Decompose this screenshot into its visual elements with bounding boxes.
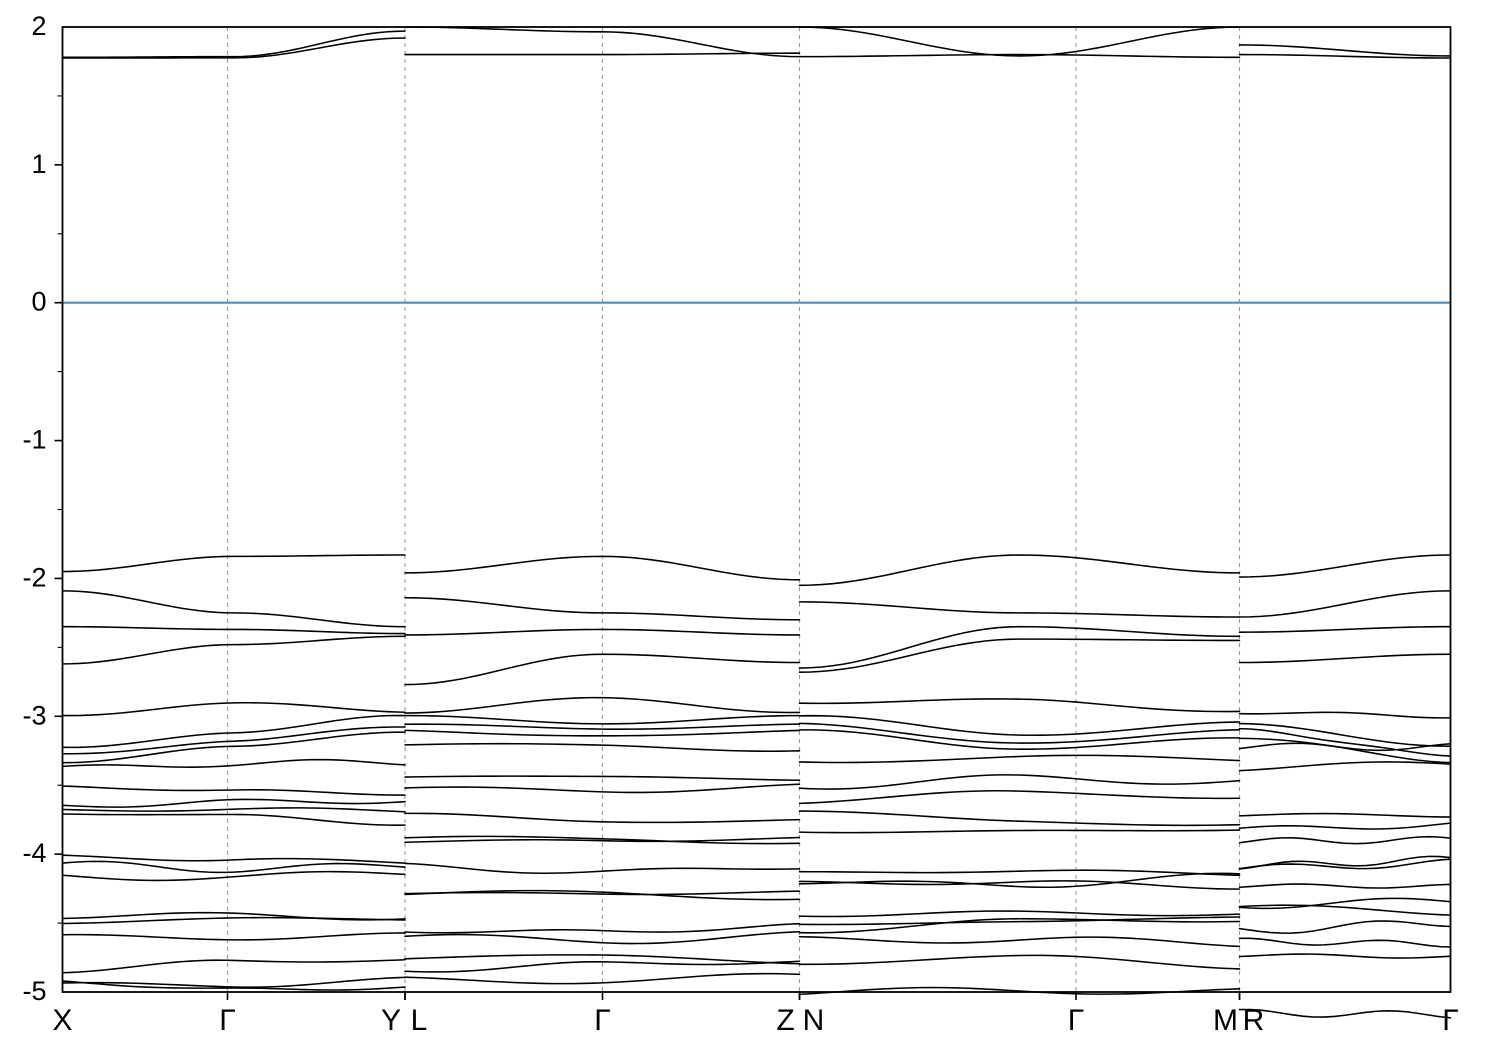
svg-text:Γ: Γ <box>1442 1004 1459 1037</box>
svg-text:Γ: Γ <box>1068 1004 1085 1037</box>
svg-text:Z: Z <box>776 1004 794 1037</box>
svg-text:-3: -3 <box>22 700 46 730</box>
svg-text:X: X <box>52 1004 72 1037</box>
svg-text:Γ: Γ <box>594 1004 611 1037</box>
svg-text:L: L <box>411 1004 428 1037</box>
svg-text:N: N <box>803 1004 825 1037</box>
svg-text:R: R <box>1243 1004 1265 1037</box>
svg-text:-2: -2 <box>22 562 46 592</box>
svg-text:-1: -1 <box>22 425 46 455</box>
svg-text:Γ: Γ <box>219 1004 236 1037</box>
svg-text:1: 1 <box>31 149 46 179</box>
svg-text:Y: Y <box>381 1004 401 1037</box>
svg-text:-5: -5 <box>22 976 46 1006</box>
svg-text:M: M <box>1213 1004 1238 1037</box>
svg-text:0: 0 <box>31 287 46 317</box>
svg-text:2: 2 <box>31 11 46 41</box>
svg-text:-4: -4 <box>22 838 46 868</box>
